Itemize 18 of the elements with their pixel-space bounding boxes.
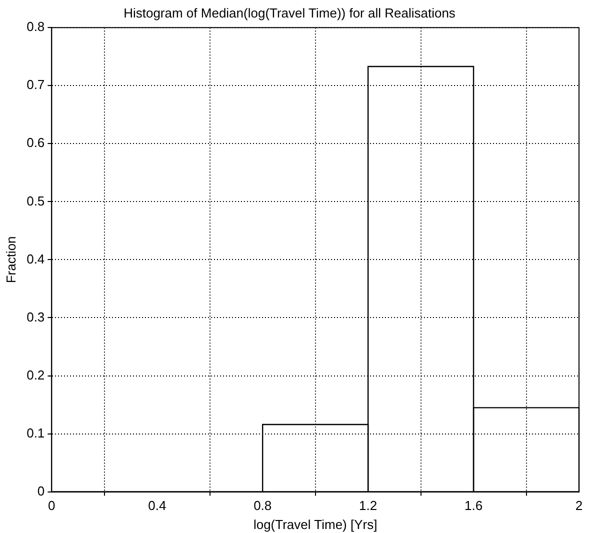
x-tick-label: 1.2 xyxy=(359,498,378,514)
x-tick-label: 2 xyxy=(575,498,583,514)
x-tick-label: 0.8 xyxy=(254,498,272,514)
x-tick-label: 0 xyxy=(48,498,56,514)
y-tick-label: 0 xyxy=(37,483,45,498)
y-tick-label: 0.5 xyxy=(26,193,45,208)
x-tick-label: 1.6 xyxy=(464,498,483,514)
y-tick-label: 0.6 xyxy=(26,135,45,150)
chart-title: Histogram of Median(log(Travel Time)) for all Realisations xyxy=(124,5,456,20)
y-axis-title: Fraction xyxy=(3,236,18,284)
y-tick-label: 0.8 xyxy=(26,19,45,34)
y-tick-label: 0.4 xyxy=(26,251,45,266)
x-axis-title: log(Travel Time) [Yrs] xyxy=(253,516,378,532)
y-tick-label: 0.3 xyxy=(26,309,45,324)
y-tick-label: 0.2 xyxy=(26,367,45,382)
y-tick-label: 0.7 xyxy=(26,77,45,92)
x-tick-label: 0.4 xyxy=(148,498,166,514)
y-tick-label: 0.1 xyxy=(26,425,45,440)
